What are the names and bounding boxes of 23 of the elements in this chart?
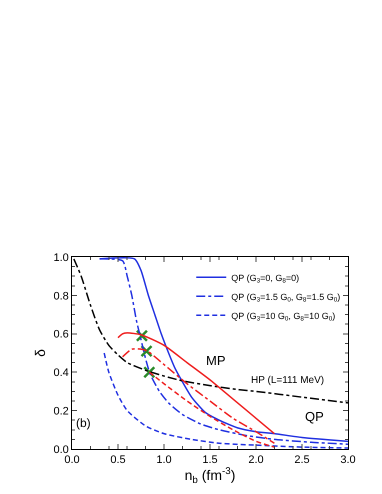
x-axis-title: n$_{b}$ (fm$^{-3}$) [184, 466, 236, 486]
line-series [103, 352, 348, 449]
y-tick-label: 1.0 [54, 252, 69, 264]
y-tick-label: 0.4 [54, 367, 69, 380]
y-tick-label: 0.8 [54, 290, 69, 302]
x-tick-label: 3.0 [340, 454, 356, 466]
x-tick-label: 1.0 [156, 454, 172, 466]
x-tick-label: 0.0 [64, 454, 80, 466]
x-tick-label: 2.5 [294, 454, 310, 466]
annotation: HP (L=111 MeV) [251, 375, 324, 386]
x-tick-label: 2.0 [248, 454, 264, 466]
annotation: QP [305, 409, 324, 424]
legend-label: QP (G$_{3}$=0, G$_{8}$=0) [231, 272, 300, 285]
y-tick-label: 0.0 [54, 444, 69, 456]
y-tick-label: 0.2 [54, 405, 69, 418]
text: QP (G$_{3}$=1.5 G$_{0}$, G$_{8}$=1.5 G$_{0}$) [231, 292, 340, 304]
x-tick-label: 0.5 [110, 454, 126, 466]
annotation: MP [206, 353, 226, 368]
x-tick-label: 1.5 [202, 454, 218, 466]
y-tick-label: 0.6 [54, 328, 69, 341]
y-axis-title: δ [32, 348, 48, 357]
annotation: (b) [76, 416, 91, 430]
text: QP (G$_{3}$=10 G$_{0}$, G$_{8}$=10 G$_{0}$) [231, 310, 336, 323]
